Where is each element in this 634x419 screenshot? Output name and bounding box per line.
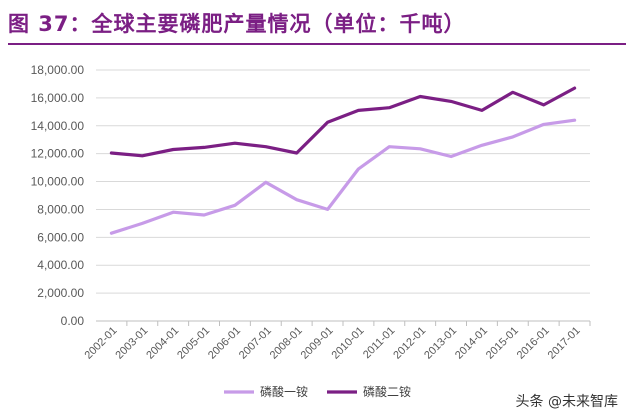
x-tick-label: 2003-01 xyxy=(113,325,150,362)
page-title: 图 37：全球主要磷肥产量情况（单位：千吨） xyxy=(8,12,466,36)
y-tick-label: 10,000.00 xyxy=(31,175,85,189)
watermark: 头条 @未来智库 xyxy=(515,394,618,410)
y-tick-label: 14,000.00 xyxy=(31,119,85,133)
x-tick-label: 2013-01 xyxy=(422,325,459,362)
legend-label: 磷酸二铵 xyxy=(363,384,411,399)
title-divider xyxy=(8,43,626,45)
x-axis-ticks: 2002-012003-012004-012005-012006-012007-… xyxy=(83,321,591,362)
y-axis-ticks: 0.00 2,000.00 4,000.00 6,000.00 8,000.00 10,0… xyxy=(31,63,85,328)
y-tick-label: 8,000.00 xyxy=(37,202,84,216)
y-tick-label: 12,000.00 xyxy=(31,147,85,161)
x-tick-label: 2011-01 xyxy=(361,325,397,361)
x-tick-label: 2008-01 xyxy=(268,325,305,362)
grid-lines xyxy=(96,69,590,322)
series-lines xyxy=(109,86,577,235)
x-tick-label: 2015-01 xyxy=(484,325,521,362)
y-tick-label: 4,000.00 xyxy=(37,258,84,272)
y-tick-label: 0.00 xyxy=(61,314,85,328)
legend: 磷酸一铵 磷酸二铵 xyxy=(224,384,411,399)
legend-label: 磷酸一铵 xyxy=(260,384,308,399)
x-tick-label: 2016-01 xyxy=(515,325,552,362)
x-tick-label: 2012-01 xyxy=(391,325,428,362)
y-tick-label: 2,000.00 xyxy=(37,286,84,300)
x-tick-label: 2014-01 xyxy=(453,325,490,362)
x-tick-label: 2007-01 xyxy=(237,325,274,362)
y-tick-label: 6,000.00 xyxy=(37,230,84,244)
x-tick-label: 2009-01 xyxy=(299,325,336,362)
series-line-1 xyxy=(109,118,577,235)
x-tick-label: 2005-01 xyxy=(175,325,212,362)
y-tick-label: 18,000.00 xyxy=(31,63,85,77)
x-tick-label: 2006-01 xyxy=(206,325,243,362)
x-tick-label: 2017-01 xyxy=(546,325,583,362)
x-tick-label: 2002-01 xyxy=(83,325,120,362)
x-tick-label: 2010-01 xyxy=(330,325,367,362)
series-line-2 xyxy=(109,86,577,158)
y-tick-label: 16,000.00 xyxy=(31,91,85,105)
x-tick-label: 2004-01 xyxy=(144,325,181,362)
